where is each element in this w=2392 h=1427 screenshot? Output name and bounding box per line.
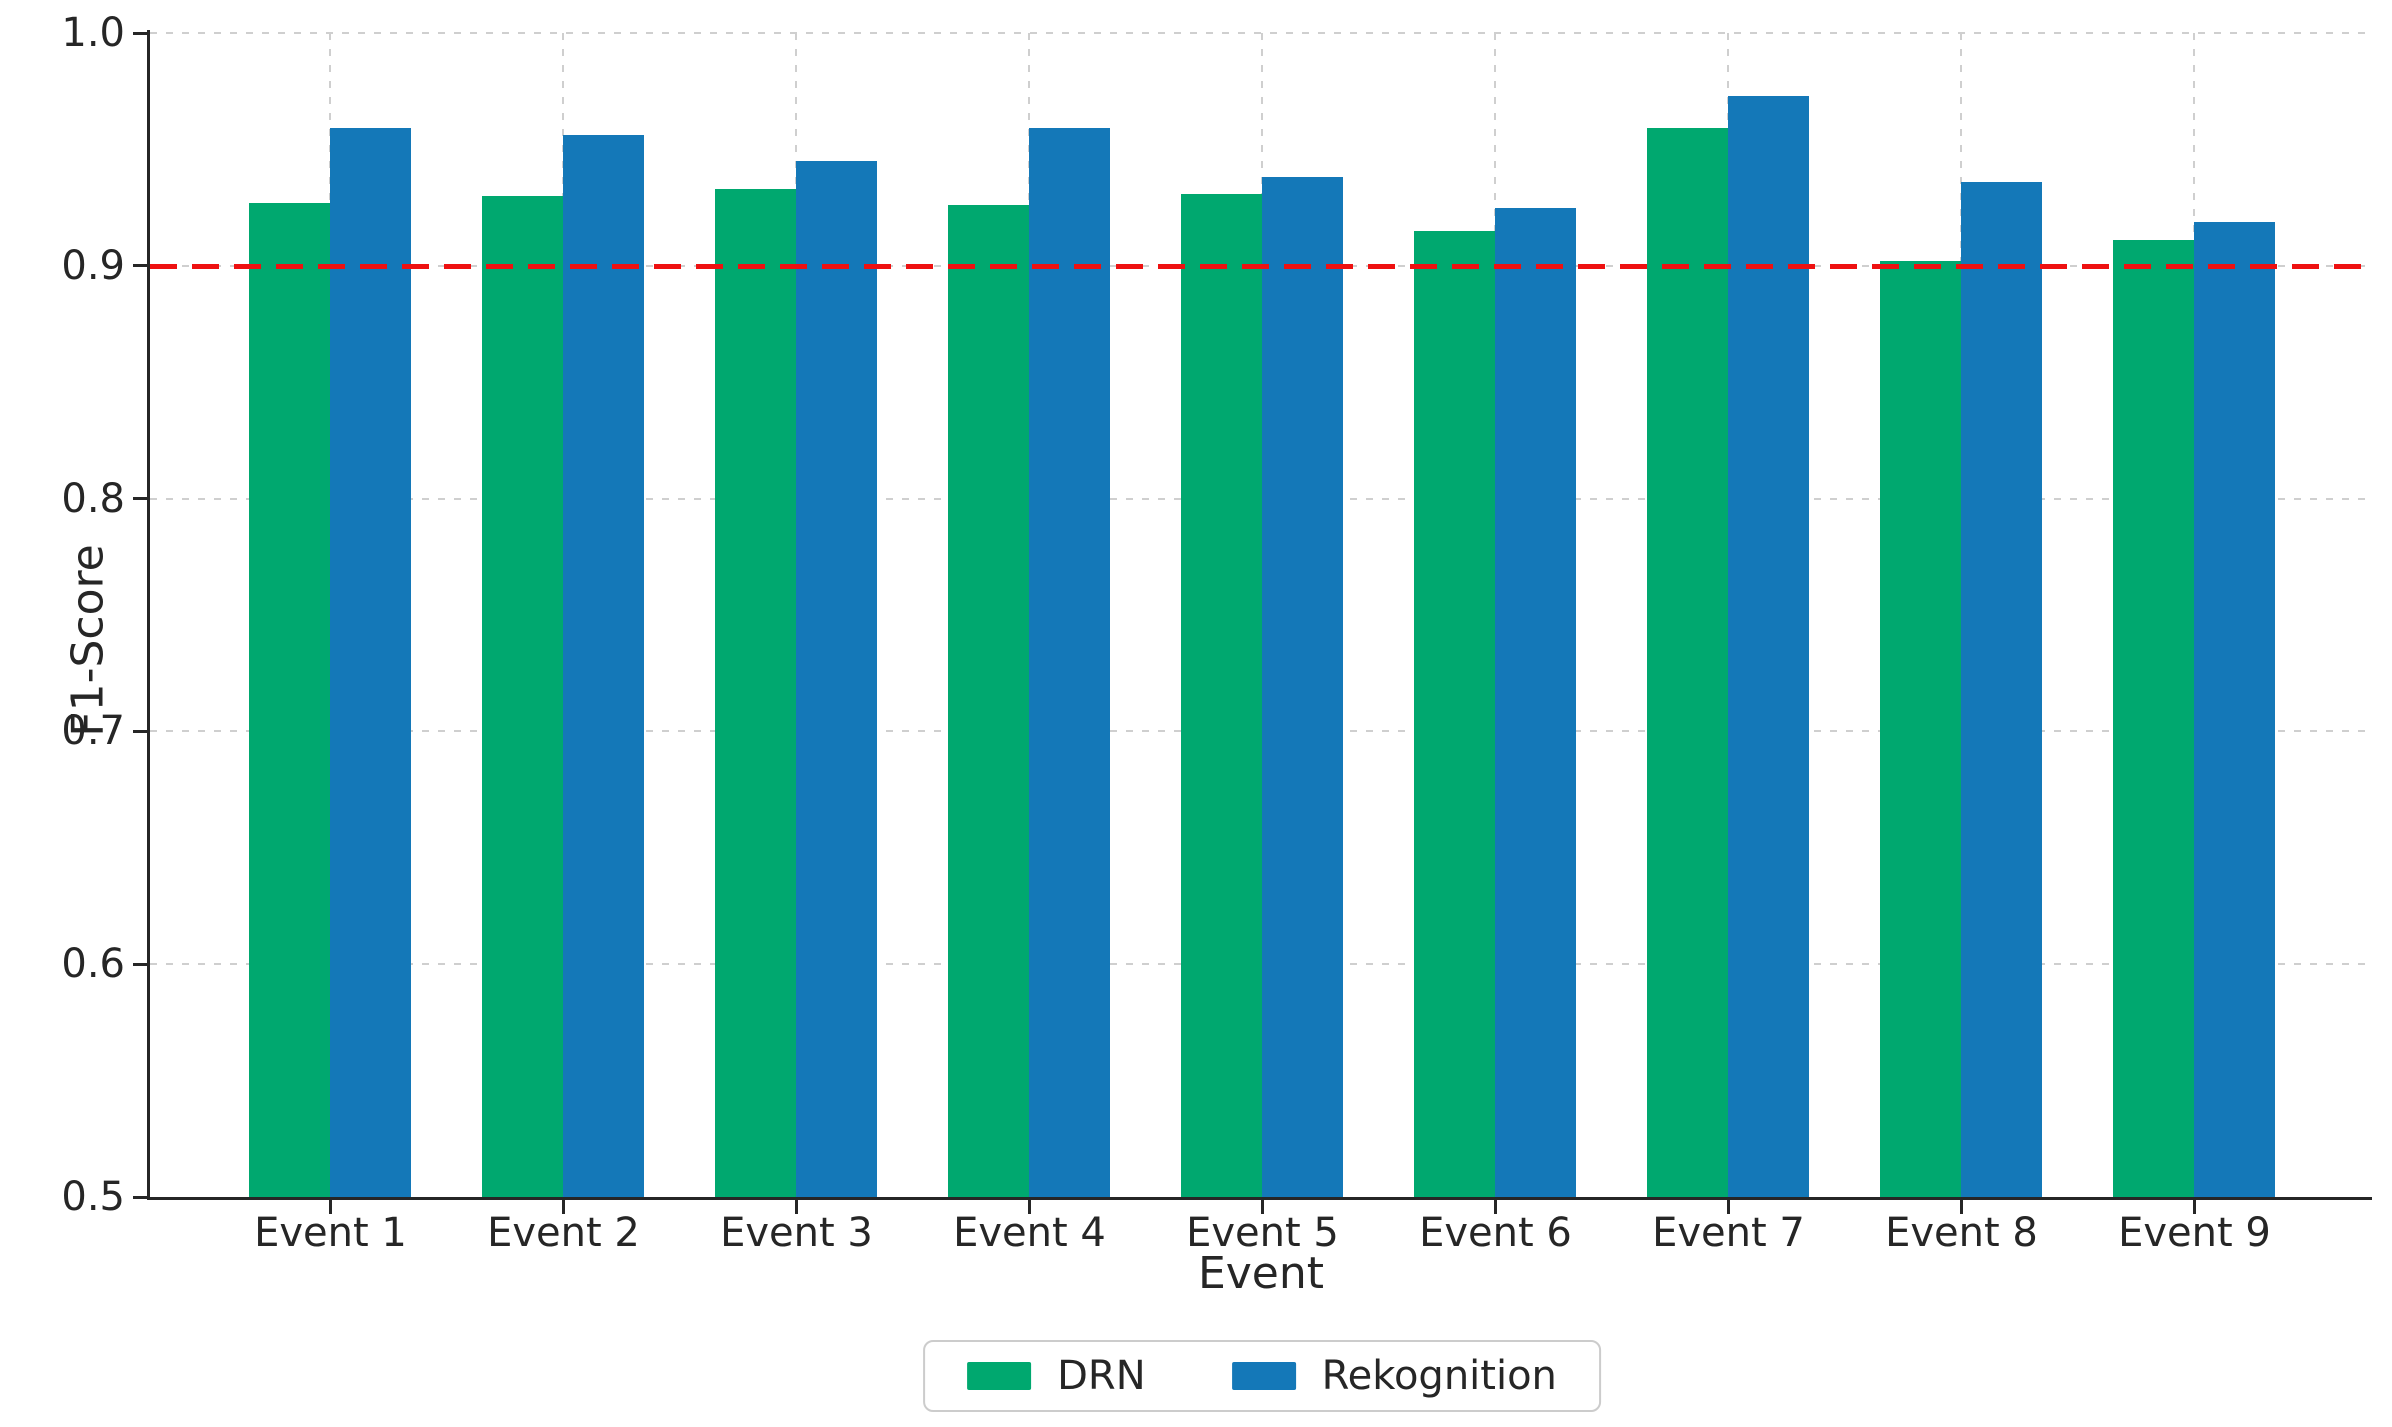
y-axis-line (147, 30, 150, 1200)
bar-drn-event-6 (1414, 230, 1495, 1197)
y-tick-label: 1.0 (61, 10, 125, 56)
bar-drn-event-8 (1880, 261, 1961, 1197)
x-tick-mark (1726, 1200, 1730, 1214)
y-axis-title: F1-Score (62, 544, 114, 737)
threshold-line (150, 263, 2372, 269)
x-tick-label: Event 2 (487, 1210, 640, 1256)
x-tick-label: Event 1 (254, 1210, 407, 1256)
x-tick-mark (1260, 1200, 1264, 1214)
y-tick-mark (133, 962, 147, 966)
bar-rekognition-event-5 (1262, 177, 1343, 1197)
x-tick-label: Event 4 (953, 1210, 1106, 1256)
x-tick-mark (561, 1200, 565, 1214)
x-tick-mark (794, 1200, 798, 1214)
x-tick-label: Event 5 (1186, 1210, 1339, 1256)
bar-drn-event-7 (1647, 128, 1728, 1197)
x-tick-label: Event 6 (1419, 1210, 1572, 1256)
y-tick-label: 0.5 (61, 1174, 125, 1220)
x-tick-mark (2192, 1200, 2196, 1214)
y-tick-mark (133, 31, 147, 35)
bar-rekognition-event-1 (330, 128, 411, 1197)
y-tick-label: 0.8 (61, 475, 125, 522)
x-tick-label: Event 7 (1652, 1210, 1805, 1256)
bar-drn-event-5 (1181, 193, 1262, 1197)
y-tick-label: 0.7 (61, 708, 125, 755)
bar-rekognition-event-2 (563, 135, 644, 1197)
bar-drn-event-2 (482, 195, 563, 1197)
x-tick-mark (328, 1200, 332, 1214)
bar-drn-event-3 (715, 188, 796, 1197)
legend: DRN Rekognition (923, 1340, 1601, 1412)
x-tick-label: Event 3 (720, 1210, 873, 1256)
bar-drn-event-4 (948, 205, 1029, 1197)
x-tick-label: Event 8 (1885, 1210, 2038, 1256)
x-tick-mark (1959, 1200, 1963, 1214)
x-axis-title: Event (1197, 1248, 1325, 1299)
legend-label-rekognition: Rekognition (1321, 1353, 1557, 1399)
bar-rekognition-event-6 (1495, 207, 1576, 1197)
bar-rekognition-event-7 (1728, 95, 1809, 1197)
legend-item-rekognition: Rekognition (1231, 1353, 1557, 1399)
bar-drn-event-1 (249, 202, 330, 1197)
x-tick-label: Event 9 (2118, 1210, 2271, 1256)
bar-rekognition-event-8 (1961, 181, 2042, 1197)
legend-item-drn: DRN (967, 1354, 1146, 1398)
x-tick-mark (1493, 1200, 1497, 1214)
y-tick-mark (133, 729, 147, 733)
bar-rekognition-event-9 (2194, 221, 2275, 1197)
y-tick-mark (133, 264, 147, 268)
y-tick-label: 0.6 (61, 941, 125, 988)
drn-color-swatch (967, 1362, 1032, 1390)
bar-drn-event-9 (2113, 240, 2194, 1197)
x-tick-mark (1027, 1200, 1031, 1214)
bar-rekognition-event-4 (1029, 128, 1110, 1197)
y-tick-mark (133, 497, 147, 501)
rekognition-color-swatch (1231, 1362, 1296, 1390)
y-tick-mark (133, 1195, 147, 1199)
x-axis-line (147, 1197, 2372, 1200)
legend-label-drn: DRN (1057, 1353, 1146, 1399)
y-tick-label: 0.9 (61, 242, 125, 289)
bar-rekognition-event-3 (796, 161, 877, 1197)
